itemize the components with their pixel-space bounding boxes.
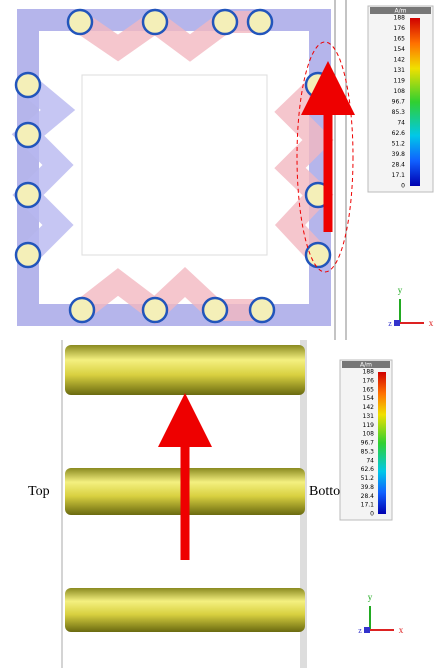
unit: A/m [395,8,407,15]
tick-label: 28.4 [361,493,375,500]
label-top: Top [28,484,50,499]
coil [246,8,274,36]
outer-band [17,9,331,326]
tick-label: 154 [363,395,375,402]
tick-label: 17.1 [361,502,375,509]
tick-label: 0 [370,511,374,518]
tick-label: 165 [363,386,375,393]
tick-label: 74 [366,457,374,464]
color-scale [410,18,420,186]
axis-label: y [398,285,403,295]
coil [141,296,169,324]
inner-square [81,74,268,256]
tick-label: 131 [363,413,375,420]
zigzags [11,8,334,325]
highlight [296,41,354,273]
tick-label: 51.2 [392,141,406,148]
axis-z [364,627,370,633]
coil [14,241,42,269]
axis-z [394,320,400,326]
tick-label: 39.8 [392,151,406,158]
tick-label: 51.2 [361,475,375,482]
tick-label: 176 [363,377,375,384]
tick-label: 96.7 [361,440,375,447]
tick-label: 108 [394,88,406,95]
tick-label: 39.8 [361,484,375,491]
tick-label: 154 [394,46,406,53]
tick-label: 176 [394,25,406,32]
unit-box [370,7,431,14]
top-panel [11,0,355,340]
coil [14,71,42,99]
coil [141,8,169,36]
tick-label: 142 [394,57,406,64]
tick-label: 62.6 [392,130,406,137]
tick-label: 188 [363,369,375,376]
cylinder [65,588,305,632]
axis-label: z [358,626,362,635]
axis-label: x [399,625,404,635]
tick-label: 74 [397,120,405,127]
unit: A/m [360,362,372,369]
axis-label: x [429,318,434,328]
cylinder [65,345,305,395]
tick-label: 142 [363,404,375,411]
coil [201,296,229,324]
tick-label: 85.3 [392,109,406,116]
unit-box [342,361,390,368]
tick-label: 165 [394,36,406,43]
colorbar-frame [367,5,434,193]
axis-label: z [388,319,392,328]
coil [304,241,332,269]
coil [211,8,239,36]
bottom-panel: Top Bottom [28,340,351,668]
tick-label: 96.7 [392,99,406,106]
coil [14,181,42,209]
coil [248,296,276,324]
coil [68,296,96,324]
tick-label: 108 [363,431,375,438]
color-scale [378,372,386,514]
tick-label: 188 [394,15,406,22]
axis-triad: y x z [388,285,434,328]
tick-label: 0 [401,183,405,190]
tick-label: 85.3 [361,448,375,455]
tick-label: 28.4 [392,162,406,169]
coil [66,8,94,36]
coil [14,121,42,149]
axis-triad: y x z [358,592,404,635]
tick-label: 119 [363,422,375,429]
axis-label: y [368,592,373,602]
tick-label: 119 [394,78,406,85]
tick-label: 62.6 [361,466,375,473]
tick-label: 17.1 [392,172,406,179]
tick-label: 131 [394,67,406,74]
